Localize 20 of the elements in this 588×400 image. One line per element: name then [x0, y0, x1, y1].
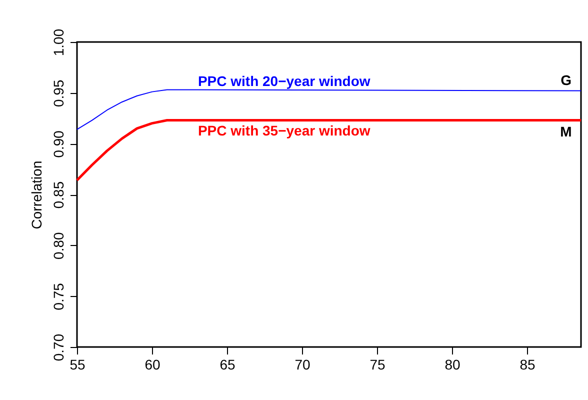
y-axis-title: Correlation [28, 160, 44, 230]
y-tick-label: 0.70 [50, 334, 66, 362]
y-tick-label: 0.75 [50, 282, 66, 310]
x-tick-label: 55 [70, 356, 86, 372]
x-tick-label: 65 [220, 356, 236, 372]
annotation: M [560, 123, 572, 140]
y-tick-label: 1.00 [50, 28, 66, 56]
x-tick-label: 75 [370, 356, 386, 372]
series-label: PPC with 20−year window [198, 72, 370, 89]
y-tick-label: 0.80 [50, 232, 66, 260]
y-tick-label: 0.95 [50, 79, 66, 107]
x-tick-label: 85 [520, 356, 536, 372]
x-tick-label: 80 [444, 356, 460, 372]
series-label: PPC with 35−year window [198, 122, 370, 138]
annotation: G [560, 72, 572, 88]
y-tick-label: 0.85 [50, 181, 66, 209]
y-tick-label: 0.90 [50, 130, 66, 158]
x-tick-label: 60 [144, 356, 160, 372]
x-tick-label: 70 [294, 356, 310, 372]
line-series [76, 119, 582, 182]
